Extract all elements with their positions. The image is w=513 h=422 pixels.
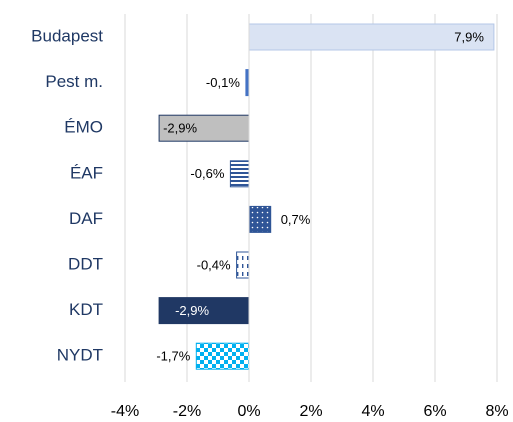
bar — [236, 251, 250, 279]
x-tick-label: 8% — [485, 403, 508, 420]
x-tick-label: 0% — [237, 403, 260, 420]
category-label: KDT — [69, 300, 103, 319]
x-tick-label: -4% — [111, 403, 139, 420]
value-label: -2,9% — [175, 303, 209, 318]
value-label: -1,7% — [156, 349, 190, 364]
bar — [195, 342, 250, 370]
value-label: 7,9% — [454, 29, 484, 44]
bar — [248, 205, 272, 233]
category-label: NYDT — [57, 346, 103, 365]
bar — [229, 160, 250, 188]
category-label: Pest m. — [45, 72, 103, 91]
category-label: DDT — [68, 254, 103, 273]
x-tick-label: 4% — [361, 403, 384, 420]
value-label: -0,1% — [206, 75, 240, 90]
category-label: ÉAF — [70, 163, 103, 182]
category-label: Budapest — [31, 26, 103, 45]
x-tick-label: -2% — [173, 403, 201, 420]
category-label: ÉMO — [64, 118, 103, 137]
value-label: -2,9% — [163, 121, 197, 136]
value-label: 0,7% — [281, 212, 311, 227]
bar — [158, 297, 250, 325]
value-label: -0,4% — [197, 257, 231, 272]
value-label: -0,6% — [190, 166, 224, 181]
x-tick-label: 6% — [423, 403, 446, 420]
x-tick-label: 2% — [299, 403, 322, 420]
category-label: DAF — [69, 209, 103, 228]
